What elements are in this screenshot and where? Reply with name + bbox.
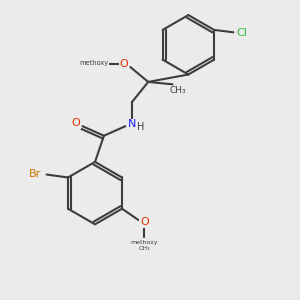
Text: Cl: Cl xyxy=(236,28,247,38)
Text: methoxy: methoxy xyxy=(80,60,109,66)
Text: O: O xyxy=(119,58,128,68)
Text: O: O xyxy=(71,118,80,128)
Text: N: N xyxy=(128,119,136,129)
Text: H: H xyxy=(137,122,145,132)
Text: Br: Br xyxy=(29,169,41,179)
Text: methoxy
CH₃: methoxy CH₃ xyxy=(130,240,158,251)
Text: CH₃: CH₃ xyxy=(169,86,186,95)
Text: O: O xyxy=(140,217,149,227)
